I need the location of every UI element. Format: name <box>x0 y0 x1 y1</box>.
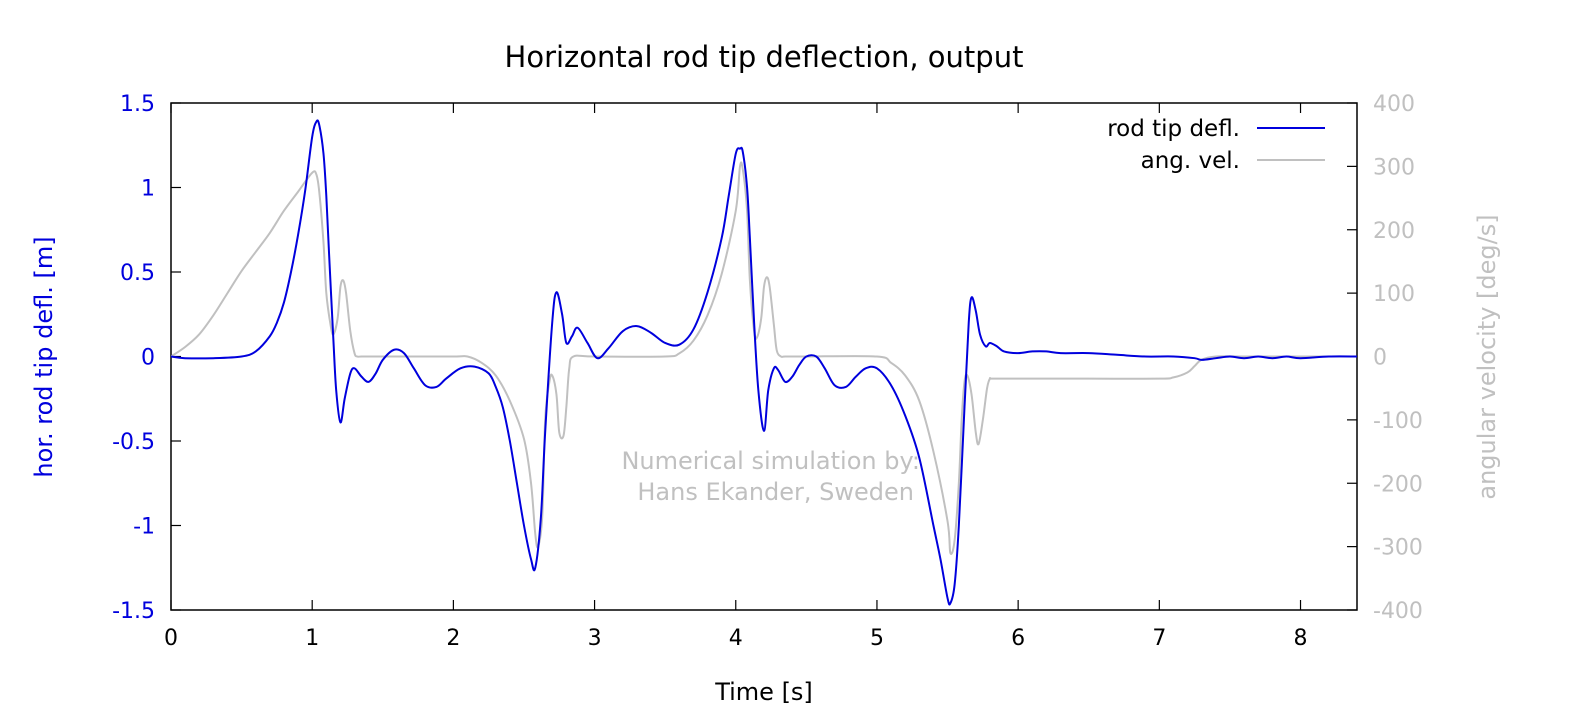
y-tick-label: -1 <box>133 515 155 540</box>
y-tick-label: -1.5 <box>112 599 155 624</box>
series-line-rod-tip-defl <box>171 119 1357 606</box>
x-axis-label: Time [s] <box>714 678 813 706</box>
annotation-line-1: Numerical simulation by: <box>621 447 920 475</box>
x-tick-label: 4 <box>729 626 743 651</box>
y-tick-label: 1.5 <box>120 92 155 117</box>
annotation-line-2: Hans Ekander, Sweden <box>637 478 914 506</box>
series-layer <box>171 119 1357 606</box>
y2-tick-label: -100 <box>1373 409 1423 434</box>
series-line-ang-vel <box>171 161 1357 555</box>
y-tick-label: 0.5 <box>120 261 155 286</box>
x-tick-label: 1 <box>305 626 319 651</box>
y-axis-right: -400 -300 -200 -100 0 100 200 300 400 <box>1347 92 1423 624</box>
y-tick-label: 1 <box>141 177 155 202</box>
chart-title: Horizontal rod tip deflection, output <box>505 40 1024 74</box>
y2-tick-label: -400 <box>1373 599 1423 624</box>
legend: rod tip defl. ang. vel. <box>1107 116 1325 174</box>
y-tick-label: -0.5 <box>112 430 155 455</box>
x-tick-label: 5 <box>870 626 884 651</box>
y-axis-left-label: hor. rod tip defl. [m] <box>30 236 58 477</box>
x-axis: 0 1 2 3 4 5 6 7 8 <box>164 103 1308 651</box>
y-axis-left: -1.5 -1 -0.5 0 0.5 1 1.5 <box>112 92 181 624</box>
y2-tick-label: 100 <box>1373 282 1415 307</box>
x-tick-label: 3 <box>588 626 602 651</box>
annotation: Numerical simulation by: Hans Ekander, S… <box>621 447 920 506</box>
x-tick-label: 8 <box>1294 626 1308 651</box>
x-tick-label: 6 <box>1011 626 1025 651</box>
y2-tick-label: 200 <box>1373 219 1415 244</box>
y2-tick-label: -200 <box>1373 472 1423 497</box>
legend-label-deflection: rod tip defl. <box>1107 116 1240 142</box>
x-tick-label: 0 <box>164 626 178 651</box>
x-tick-label: 2 <box>446 626 460 651</box>
x-tick-label: 7 <box>1152 626 1166 651</box>
y-tick-label: 0 <box>141 346 155 371</box>
y2-tick-label: 300 <box>1373 155 1415 180</box>
legend-label-ang-vel: ang. vel. <box>1141 148 1240 174</box>
y2-tick-label: 0 <box>1373 346 1387 371</box>
y2-tick-label: 400 <box>1373 92 1415 117</box>
y-axis-right-label: angular velocity [deg/s] <box>1473 214 1501 499</box>
y2-tick-label: -300 <box>1373 536 1423 561</box>
